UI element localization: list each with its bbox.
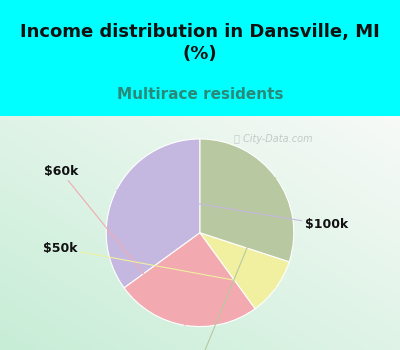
Wedge shape bbox=[200, 139, 294, 262]
Text: $50k: $50k bbox=[44, 242, 276, 288]
Wedge shape bbox=[200, 233, 289, 309]
Text: Income distribution in Dansville, MI
(%): Income distribution in Dansville, MI (%) bbox=[20, 23, 380, 63]
Text: ⓘ City-Data.com: ⓘ City-Data.com bbox=[234, 134, 312, 144]
Text: Multirace residents: Multirace residents bbox=[117, 87, 283, 101]
Wedge shape bbox=[124, 233, 255, 327]
Text: $125k: $125k bbox=[180, 177, 276, 350]
Text: $60k: $60k bbox=[44, 165, 185, 326]
Wedge shape bbox=[106, 139, 200, 288]
Text: $100k: $100k bbox=[116, 190, 348, 231]
